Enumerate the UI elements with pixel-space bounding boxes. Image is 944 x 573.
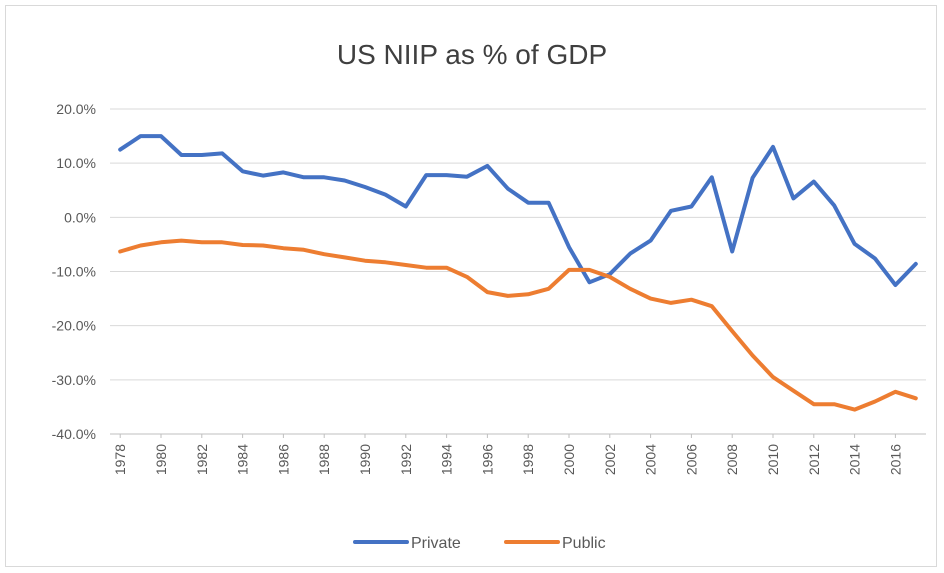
y-tick-label: -40.0% <box>52 426 96 442</box>
x-tick-label: 2006 <box>683 444 699 475</box>
y-tick-label: 10.0% <box>56 155 96 171</box>
x-tick-label: 2008 <box>724 444 740 475</box>
chart-title: US NIIP as % of GDP <box>337 39 607 70</box>
x-tick-label: 2004 <box>643 444 659 475</box>
y-tick-label: 20.0% <box>56 101 96 117</box>
legend-label-public: Public <box>562 535 606 552</box>
series-line-public <box>118 238 918 412</box>
x-tick-label: 1978 <box>112 444 128 475</box>
x-tick-label: 2000 <box>561 444 577 475</box>
x-tick-label: 1994 <box>439 444 455 475</box>
x-tick-label: 1986 <box>275 444 291 475</box>
y-axis-ticks: 20.0% 10.0% 0.0% -10.0% -20.0% -30.0% -40.0% <box>52 101 96 442</box>
x-tick-label: 2014 <box>847 444 863 475</box>
y-tick-label: -20.0% <box>52 318 96 334</box>
legend: Private Public <box>353 535 606 552</box>
y-tick-label: -30.0% <box>52 372 96 388</box>
x-tick-label: 1992 <box>398 444 414 475</box>
series-lines <box>118 134 918 412</box>
series-line-private <box>118 134 918 287</box>
y-tick-label: 0.0% <box>64 209 96 225</box>
x-tick-label: 1998 <box>520 444 536 475</box>
x-tick-label: 1984 <box>235 444 251 475</box>
gridlines <box>110 108 926 435</box>
x-tick-label: 2016 <box>887 444 903 475</box>
x-tick-label: 2012 <box>806 444 822 475</box>
x-tick-label: 1980 <box>153 444 169 475</box>
x-tick-label: 1988 <box>316 444 332 475</box>
x-axis-ticks: 1978 1980 1982 1984 1986 1988 1990 1992 1994 1996… <box>112 434 903 475</box>
chart-frame <box>5 5 937 567</box>
x-tick-label: 2002 <box>602 444 618 475</box>
x-tick-label: 2010 <box>765 444 781 475</box>
x-tick-label: 1982 <box>194 444 210 475</box>
x-tick-label: 1990 <box>357 444 373 475</box>
legend-label-private: Private <box>411 535 461 552</box>
x-tick-label: 1996 <box>479 444 495 475</box>
y-tick-label: -10.0% <box>52 264 96 280</box>
